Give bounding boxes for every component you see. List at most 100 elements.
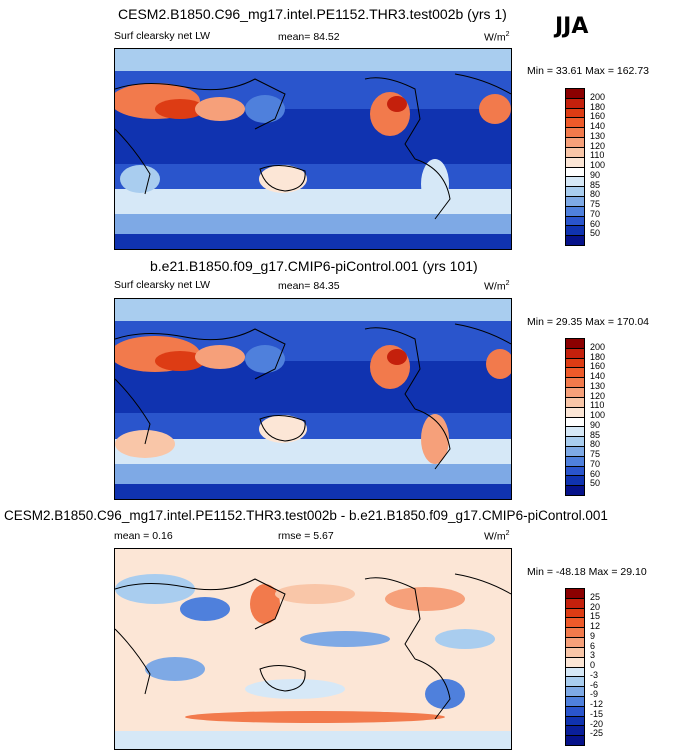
colorbar-tick-label: -25 <box>590 728 604 739</box>
colorbar-tick-label: 15 <box>590 611 601 622</box>
colorbar-tick-label: -20 <box>590 718 604 729</box>
panel2-colorbar-ticks: 200 180 160 140 130 120 110 100 90 85 80 75 70 60 50 <box>590 338 630 494</box>
colorbar-tick-label: 6 <box>590 640 596 651</box>
colorbar-swatch <box>566 138 584 148</box>
colorbar-swatch <box>566 196 584 207</box>
panel1-units: W/m2 <box>484 31 510 44</box>
colorbar-swatch <box>566 456 584 467</box>
colorbar-tick-label: 20 <box>590 601 601 612</box>
panel2-units: W/m2 <box>484 280 510 293</box>
colorbar-tick-label: 110 <box>590 400 605 411</box>
panel1-left-label: Surf clearsky net LW <box>114 30 211 42</box>
colorbar-tick-label: 160 <box>590 361 606 372</box>
colorbar-swatch <box>566 687 584 697</box>
colorbar-tick-label: 50 <box>590 478 601 489</box>
panel3-units: W/m2 <box>484 530 510 543</box>
colorbar-swatch <box>566 598 584 609</box>
colorbar-swatch <box>566 358 584 369</box>
colorbar-swatch <box>566 677 584 688</box>
panel1-mean: mean= 84.52 <box>278 31 340 43</box>
colorbar-tick-label: 180 <box>590 351 606 362</box>
colorbar-swatch <box>566 407 584 418</box>
colorbar-swatch <box>566 618 584 629</box>
colorbar-tick-label: 85 <box>590 429 601 440</box>
panel3-colorbar-ticks: 25 20 15 12 9 6 3 0 -3 -6 -9 -12 -15 -20 -25 <box>590 588 630 744</box>
colorbar-swatch <box>566 226 584 237</box>
colorbar-tick-label: 110 <box>590 150 605 161</box>
colorbar-swatch <box>566 177 584 188</box>
panel2-colorbar <box>565 338 585 496</box>
colorbar-tick-label: 120 <box>590 140 606 151</box>
colorbar-swatch <box>566 726 584 737</box>
colorbar-tick-label: 25 <box>590 591 601 602</box>
colorbar-swatch <box>566 187 584 197</box>
colorbar-tick-label: -6 <box>590 679 599 690</box>
season-label: JJA <box>555 14 589 39</box>
colorbar-tick-label: 180 <box>590 101 606 112</box>
panel1-colorbar-ticks: 200 180 160 140 130 120 110 100 90 85 80 75 70 60 50 <box>590 88 630 244</box>
panel2-map <box>114 298 512 500</box>
colorbar-swatch <box>566 608 584 619</box>
colorbar-swatch <box>566 638 584 648</box>
colorbar-swatch <box>566 417 584 428</box>
colorbar-swatch <box>566 89 584 99</box>
panel3-map <box>114 548 512 750</box>
colorbar-tick-label: 130 <box>590 380 606 391</box>
colorbar-tick-label: 200 <box>590 91 606 102</box>
colorbar-swatch <box>566 437 584 447</box>
colorbar-tick-label: 3 <box>590 650 596 661</box>
panel2-left-label: Surf clearsky net LW <box>114 279 211 291</box>
colorbar-tick-label: 80 <box>590 189 601 200</box>
colorbar-swatch <box>566 348 584 359</box>
colorbar-swatch <box>566 427 584 438</box>
colorbar-swatch <box>566 466 584 477</box>
colorbar-swatch <box>566 647 584 658</box>
colorbar-tick-label: 50 <box>590 228 601 239</box>
colorbar-swatch <box>566 716 584 727</box>
panel3-mean: mean = 0.16 <box>114 530 173 542</box>
colorbar-swatch <box>566 736 584 745</box>
panel1-colorbar <box>565 88 585 246</box>
colorbar-swatch <box>566 147 584 158</box>
colorbar-swatch <box>566 108 584 119</box>
colorbar-swatch <box>566 628 584 639</box>
colorbar-tick-label: 140 <box>590 121 606 131</box>
colorbar-swatch <box>566 98 584 109</box>
panel1-map <box>114 48 512 250</box>
colorbar-tick-label: 140 <box>590 371 606 381</box>
panel3-minmax: Min = -48.18 Max = 29.10 <box>527 566 647 578</box>
colorbar-swatch <box>566 206 584 217</box>
colorbar-tick-label: -9 <box>590 689 599 700</box>
colorbar-swatch <box>566 446 584 457</box>
colorbar-tick-label: 70 <box>590 458 601 469</box>
colorbar-tick-label: 100 <box>590 410 606 420</box>
colorbar-swatch <box>566 378 584 389</box>
colorbar-swatch <box>566 128 584 139</box>
panel3-rmse: rmse = 5.67 <box>278 530 334 542</box>
colorbar-tick-label: 75 <box>590 449 601 459</box>
colorbar-swatch <box>566 118 584 129</box>
colorbar-swatch <box>566 216 584 227</box>
colorbar-swatch <box>566 397 584 408</box>
panel1-title: CESM2.B1850.C96_mg17.intel.PE1152.THR3.t… <box>118 6 507 22</box>
colorbar-tick-label: 60 <box>590 468 601 479</box>
colorbar-tick-label: 70 <box>590 208 601 219</box>
colorbar-tick-label: 75 <box>590 199 601 209</box>
colorbar-tick-label: 120 <box>590 390 606 401</box>
colorbar-tick-label: 85 <box>590 179 601 190</box>
colorbar-tick-label: 12 <box>590 621 601 631</box>
colorbar-tick-label: 0 <box>590 660 596 670</box>
colorbar-swatch <box>566 339 584 349</box>
panel2-title: b.e21.B1850.f09_g17.CMIP6-piControl.001 … <box>150 258 478 274</box>
colorbar-tick-label: 90 <box>590 419 601 430</box>
colorbar-swatch <box>566 486 584 495</box>
colorbar-tick-label: -15 <box>590 708 604 719</box>
colorbar-tick-label: 130 <box>590 130 606 141</box>
colorbar-tick-label: 9 <box>590 630 596 641</box>
colorbar-swatch <box>566 368 584 379</box>
colorbar-swatch <box>566 388 584 398</box>
panel3-title: CESM2.B1850.C96_mg17.intel.PE1152.THR3.t… <box>4 508 608 523</box>
colorbar-tick-label: 90 <box>590 169 601 180</box>
colorbar-swatch <box>566 589 584 599</box>
colorbar-tick-label: 60 <box>590 218 601 229</box>
